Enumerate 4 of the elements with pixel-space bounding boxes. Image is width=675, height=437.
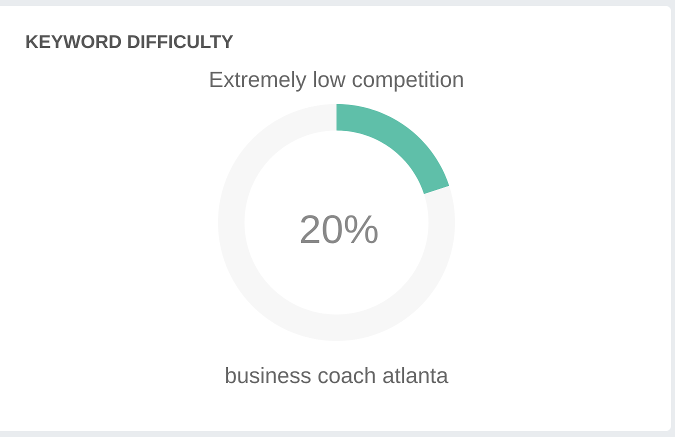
chart-subtitle: Extremely low competition bbox=[210, 71, 463, 92]
chart-title: KEYWORD DIFFICULTY bbox=[26, 35, 234, 48]
text: 20% bbox=[300, 215, 378, 244]
text: business coach atlanta bbox=[226, 367, 448, 384]
